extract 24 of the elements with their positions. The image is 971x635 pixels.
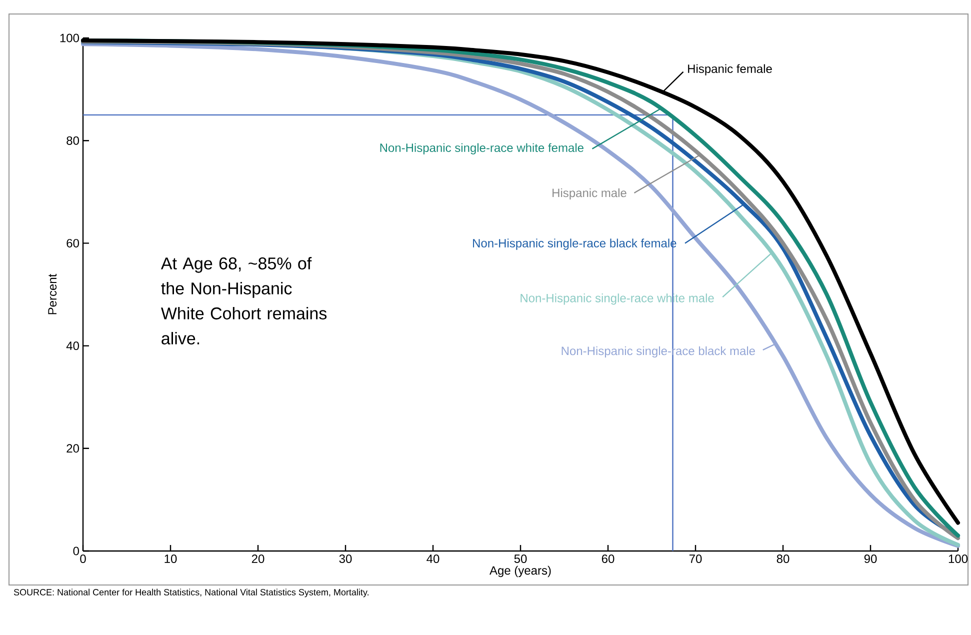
x-tick-label: 20: [252, 554, 264, 564]
source-note: SOURCE: National Center for Health Statistics, National Vital Statistics System, Mortality.: [14, 588, 368, 598]
x-tick-label: 40: [426, 554, 440, 564]
x-tick-label: 70: [689, 554, 702, 564]
text: Hispanic male: [552, 188, 626, 200]
text: Non-Hispanic single-race white female: [380, 143, 584, 154]
annotation: At Age 68, ~85% of the Non-Hispanic White Cohort remains alive.: [160, 256, 327, 344]
x-tick-label: 50: [514, 554, 527, 564]
y-tick-label: 20: [66, 444, 80, 453]
x-tick-label: 100: [948, 554, 968, 564]
text: Hispanic female: [688, 64, 772, 76]
x-tick-label: 60: [602, 554, 614, 564]
y-tick-label: 60: [66, 238, 80, 248]
y-tick-label: 100: [60, 34, 80, 42]
y-tick-label: 0: [73, 546, 80, 556]
y-tick-label: 80: [66, 136, 80, 145]
x-tick-label: 90: [864, 554, 877, 564]
x-tick-label: 10: [164, 554, 177, 564]
y-axis-title: Percent: [48, 274, 57, 314]
x-tick-label: 80: [776, 554, 790, 564]
x-axis-title: Age (years): [490, 566, 551, 578]
y-tick-label: 40: [66, 342, 80, 350]
x-tick-label: 0: [80, 554, 86, 564]
x-tick-label: 30: [339, 554, 352, 564]
